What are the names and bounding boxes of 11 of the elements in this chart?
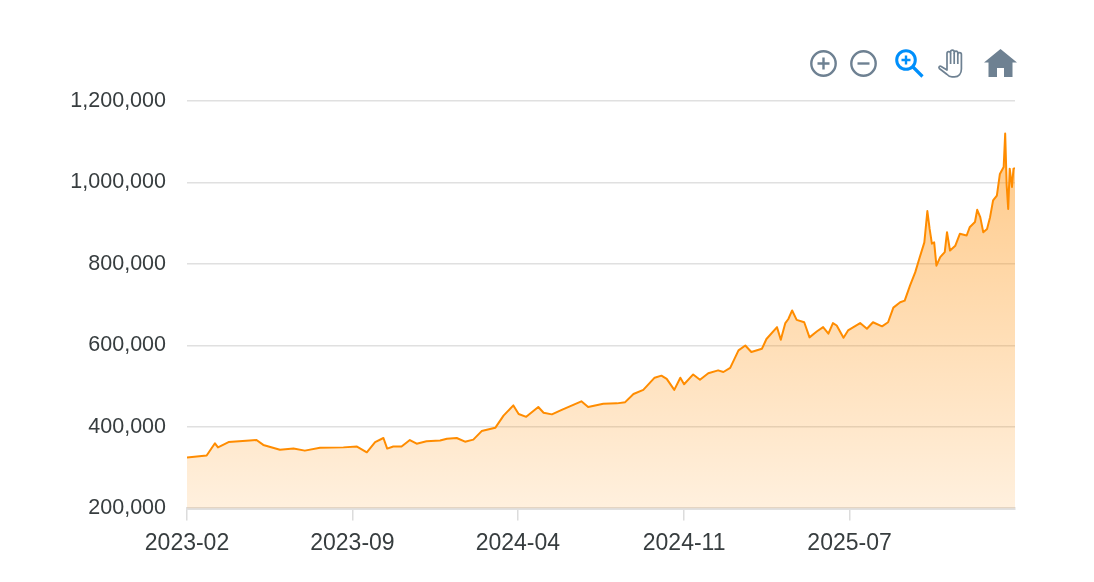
- y-tick-label: 400,000: [88, 413, 167, 438]
- y-tick-label: 1,200,000: [70, 87, 167, 112]
- y-tick-label: 1,000,000: [70, 169, 167, 194]
- x-tick-label: 2024-04: [475, 528, 561, 555]
- y-tick-label: 800,000: [88, 250, 167, 275]
- x-tick-label: 2025-07: [807, 528, 892, 555]
- y-tick-label: 600,000: [88, 332, 167, 357]
- x-tick-label: 2023-09: [310, 528, 395, 555]
- x-tick-label: 2024-11: [642, 528, 726, 555]
- y-tick-label: 200,000: [88, 495, 167, 520]
- x-tick-label: 2023-02: [144, 528, 230, 555]
